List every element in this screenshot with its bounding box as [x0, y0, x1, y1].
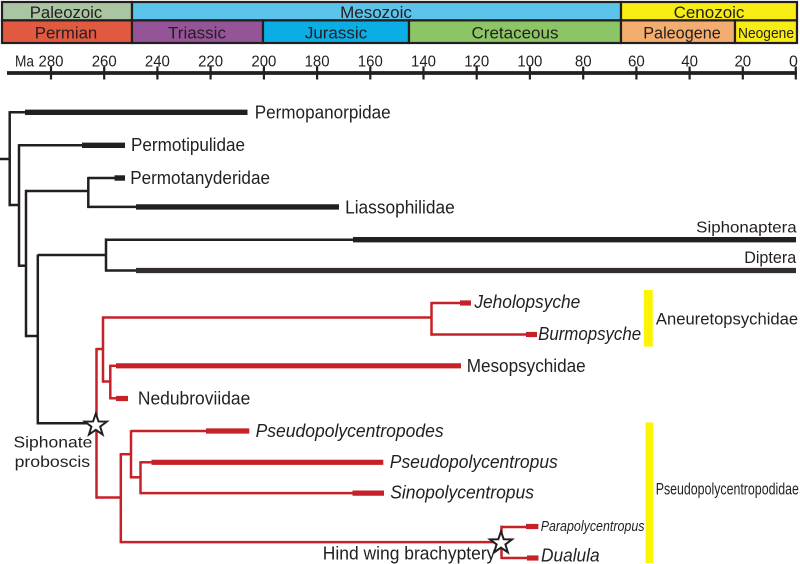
svg-text:0: 0	[789, 53, 798, 70]
svg-text:Pseudopolycentropodes: Pseudopolycentropodes	[256, 421, 444, 441]
svg-text:proboscis: proboscis	[15, 454, 90, 471]
svg-text:160: 160	[358, 53, 383, 70]
svg-text:Burmopsyche: Burmopsyche	[538, 324, 641, 344]
svg-text:Mesopsychidae: Mesopsychidae	[467, 356, 586, 376]
svg-text:Hind wing brachyptery: Hind wing brachyptery	[323, 544, 496, 564]
svg-text:Permotipulidae: Permotipulidae	[131, 135, 245, 155]
svg-text:280: 280	[39, 53, 64, 70]
svg-text:Siphonaptera: Siphonaptera	[696, 220, 797, 237]
svg-text:Mesozoic: Mesozoic	[340, 3, 412, 22]
svg-text:20: 20	[734, 53, 751, 70]
svg-text:Dualula: Dualula	[541, 545, 600, 564]
svg-text:Jeholopsyche: Jeholopsyche	[473, 292, 580, 312]
svg-text:Paleogene: Paleogene	[643, 24, 721, 43]
svg-text:Neogene: Neogene	[738, 25, 794, 42]
svg-text:Permotanyderidae: Permotanyderidae	[130, 168, 270, 188]
svg-text:Pseudopolycentropodidae: Pseudopolycentropodidae	[656, 481, 799, 499]
svg-text:Diptera: Diptera	[744, 249, 797, 267]
svg-text:100: 100	[517, 53, 542, 70]
svg-text:Ma: Ma	[15, 53, 34, 70]
svg-text:Cretaceous: Cretaceous	[472, 24, 559, 43]
svg-text:Paleozoic: Paleozoic	[30, 3, 103, 22]
svg-text:Parapolycentropus: Parapolycentropus	[541, 519, 645, 535]
svg-text:Pseudopolycentropus: Pseudopolycentropus	[390, 452, 558, 472]
svg-text:240: 240	[145, 53, 170, 70]
svg-text:Triassic: Triassic	[168, 24, 226, 43]
svg-text:220: 220	[198, 53, 223, 70]
svg-text:Siphonate: Siphonate	[14, 435, 93, 452]
svg-text:Aneuretopsychidae: Aneuretopsychidae	[656, 310, 798, 328]
svg-text:80: 80	[575, 53, 592, 70]
svg-text:200: 200	[251, 53, 276, 70]
svg-text:60: 60	[628, 53, 645, 70]
svg-text:40: 40	[681, 53, 698, 70]
svg-text:260: 260	[92, 53, 117, 70]
svg-text:120: 120	[464, 53, 489, 70]
svg-text:Nedubroviidae: Nedubroviidae	[138, 389, 250, 409]
svg-text:Cenozoic: Cenozoic	[674, 3, 745, 22]
svg-text:Permian: Permian	[35, 24, 98, 43]
svg-text:Liassophilidae: Liassophilidae	[345, 198, 455, 218]
svg-text:Jurassic: Jurassic	[305, 24, 368, 43]
svg-text:180: 180	[305, 53, 330, 70]
svg-text:Permopanorpidae: Permopanorpidae	[255, 102, 391, 122]
svg-text:140: 140	[411, 53, 436, 70]
svg-text:Sinopolycentropus: Sinopolycentropus	[390, 482, 534, 502]
